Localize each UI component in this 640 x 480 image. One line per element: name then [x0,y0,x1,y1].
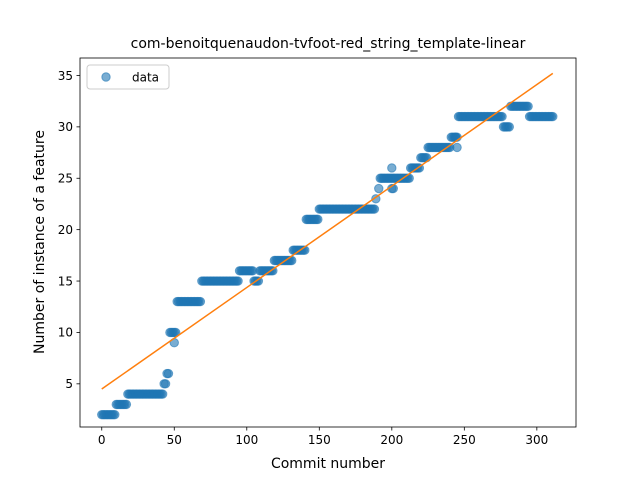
data-point [110,409,120,420]
data-layer [97,72,558,420]
data-point [163,368,174,379]
data-point [452,142,462,153]
y-tick-label: 25 [58,172,73,186]
x-tick-label: 150 [308,433,331,447]
data-point [157,389,168,399]
x-tick-label: 100 [235,433,258,447]
y-tick-label: 10 [58,326,73,340]
y-axis-label: Number of instance of a feature [32,130,48,354]
axes-frame [79,57,577,428]
data-point [369,204,380,214]
x-axis-label: Commit number [271,456,385,472]
data-point [497,111,507,122]
data-point [313,214,323,225]
x-tick-label: 200 [380,433,403,447]
data-point [233,276,243,286]
data-point [160,379,171,389]
data-point [121,399,132,410]
fit-line [101,72,554,390]
data-point [523,101,533,112]
data-point [253,276,264,286]
data-point [371,194,381,204]
legend-box [86,64,170,90]
x-tick-label: 300 [525,433,548,447]
data-point [374,183,384,194]
data-point [421,153,432,163]
y-tick-label: 15 [58,274,73,288]
legend-marker [101,72,111,82]
data-point [548,111,558,122]
y-tick-label: 35 [58,69,73,83]
y-tick-label: 30 [58,120,73,134]
legend: data [86,64,170,90]
data-point [504,122,514,132]
data-point [195,296,206,307]
data-point [387,163,397,173]
y-tick-label: 5 [65,377,73,391]
x-tick-label: 50 [167,433,182,447]
x-tick-label: 250 [453,433,476,447]
axes-layer: 0 50 100 150 200 250 300 5 10 15 20 25 30 35 [58,57,577,447]
legend-label: data [132,71,159,85]
y-tick-label: 20 [58,223,73,237]
x-tick-label: 0 [98,433,106,447]
chart-title: com-benoitquenaudon-tvfoot-red_string_te… [131,36,526,52]
